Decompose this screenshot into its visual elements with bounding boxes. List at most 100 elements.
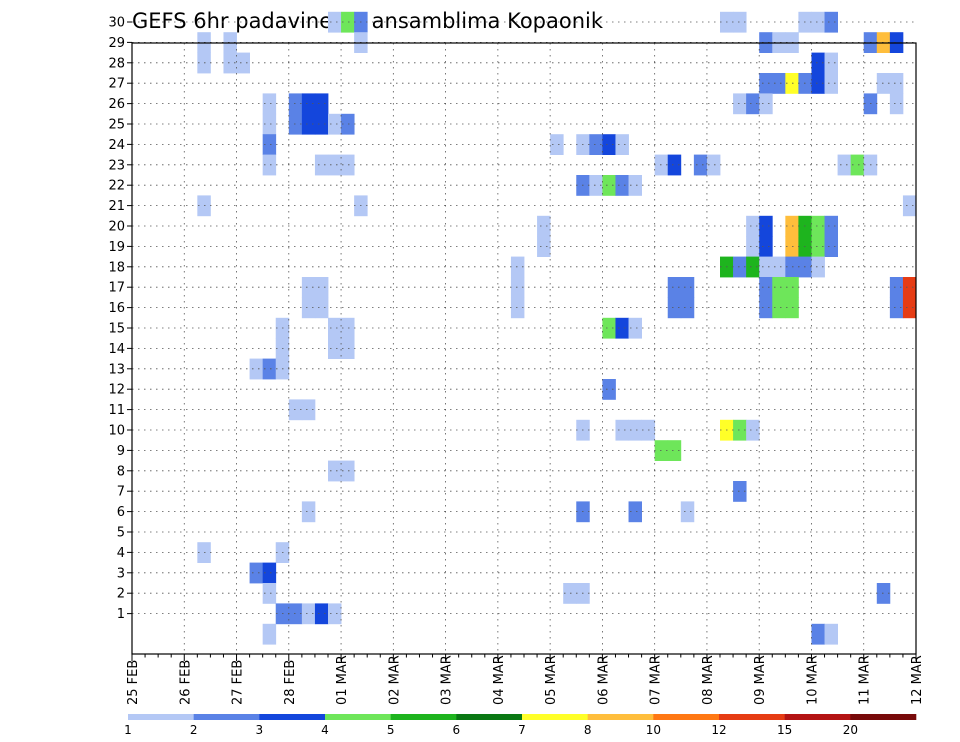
heatmap-cell — [341, 154, 355, 176]
heatmap-cell — [628, 175, 642, 196]
heatmap-cell — [667, 154, 682, 176]
heatmap-cell — [341, 460, 355, 482]
heatmap-cell — [262, 113, 277, 135]
y-tick-label: 1 — [117, 607, 125, 622]
heatmap-cell — [236, 52, 250, 74]
heatmap-cell — [889, 73, 904, 94]
y-tick-label: 4 — [117, 546, 125, 561]
heatmap-cell — [341, 113, 355, 135]
heatmap-cell — [288, 399, 303, 421]
x-tick-label: 02 MAR — [387, 655, 402, 705]
heatmap-cell — [262, 134, 277, 155]
colorbar-swatch — [325, 714, 391, 720]
heatmap-cell — [811, 236, 825, 257]
heatmap-cell — [902, 277, 917, 298]
heatmap-cell — [733, 11, 747, 33]
heatmap-cell — [602, 134, 616, 155]
heatmap-cell — [249, 562, 264, 584]
y-tick-label: 8 — [117, 464, 125, 479]
heatmap-cell — [746, 215, 760, 237]
heatmap-cell — [288, 93, 303, 115]
heatmap-cell — [811, 11, 825, 33]
heatmap-cell — [615, 134, 629, 155]
heatmap-cell — [824, 52, 838, 74]
heatmap-cell — [680, 501, 695, 523]
heatmap-cell — [811, 256, 825, 278]
x-tick-label: 08 MAR — [701, 655, 716, 705]
y-tick-label: 16 — [108, 301, 125, 316]
heatmap-cell — [746, 93, 760, 115]
heatmap-cell — [824, 215, 838, 237]
heatmap-cell — [288, 113, 303, 135]
heatmap-cell — [615, 419, 629, 441]
colorbar-swatch — [850, 714, 917, 720]
heatmap-cell — [301, 399, 316, 421]
heatmap-cell — [563, 583, 577, 604]
heatmap-cell — [759, 73, 773, 94]
heatmap-cell — [746, 256, 760, 278]
heatmap-cell — [262, 562, 277, 584]
y-tick-label: 23 — [108, 158, 125, 173]
heatmap-cell — [341, 338, 355, 359]
heatmap-cell — [537, 236, 551, 257]
colorbar-swatch — [587, 714, 654, 720]
colorbar-tick-label: 8 — [584, 723, 592, 737]
colorbar: 1 2 3 4 5 6 7 8 10 12 15 20 — [124, 714, 917, 737]
heatmap-cell — [889, 297, 904, 319]
y-tick-label: 20 — [108, 220, 125, 235]
y-tick-label: 2 — [117, 587, 125, 602]
y-tick-label: 18 — [108, 260, 125, 275]
x-tick-label: 04 MAR — [492, 655, 507, 705]
heatmap-cell — [262, 93, 277, 115]
heatmap-cell — [328, 154, 342, 176]
x-tick-label: 11 MAR — [858, 655, 873, 705]
heatmap-cell — [314, 93, 329, 115]
heatmap-cell — [772, 256, 786, 278]
heatmap-cell — [667, 277, 682, 298]
heatmap-cell — [693, 154, 708, 176]
colorbar-tick-label: 10 — [646, 723, 661, 737]
heatmap-cell — [733, 481, 747, 502]
heatmap-cell — [667, 297, 682, 319]
heatmap-cell — [824, 11, 838, 33]
y-tick-label: 5 — [117, 526, 125, 541]
heatmap-cell — [811, 623, 825, 645]
heatmap-cell — [328, 460, 342, 482]
heatmap-cell — [262, 583, 277, 604]
y-tick-label: 30 — [108, 16, 125, 31]
heatmap-cell — [510, 277, 525, 298]
heatmap-cell — [706, 154, 721, 176]
axes-layer: 1234567891011121314151617181920212223242… — [108, 16, 925, 706]
heatmap-cell — [314, 277, 329, 298]
heatmap-cell — [733, 93, 747, 115]
colorbar-swatch — [653, 714, 720, 720]
y-tick-label: 22 — [108, 179, 125, 194]
y-tick-label: 13 — [108, 362, 125, 377]
x-tick-label: 10 MAR — [805, 655, 820, 705]
heatmap-cell — [249, 358, 264, 380]
heatmap-cell — [876, 583, 891, 604]
heatmap-cell — [889, 277, 904, 298]
heatmap-cell — [301, 501, 316, 523]
y-tick-label: 26 — [108, 97, 125, 112]
x-tick-label: 25 FEB — [126, 660, 141, 705]
colorbar-tick-label: 1 — [124, 723, 132, 737]
heatmap-cell — [262, 154, 277, 176]
heatmap-cell — [223, 52, 237, 74]
heatmap-cell — [759, 297, 773, 319]
y-tick-label: 7 — [117, 485, 125, 500]
heatmap-cell — [746, 236, 760, 257]
x-tick-label: 09 MAR — [753, 655, 768, 705]
heatmap-cell — [889, 93, 904, 115]
heatmap-cell — [759, 215, 773, 237]
heatmap-cell — [314, 154, 329, 176]
heatmap-cell — [628, 501, 642, 523]
y-tick-label: 29 — [108, 36, 125, 51]
y-tick-label: 3 — [117, 566, 125, 581]
heatmap-cell — [314, 297, 329, 319]
heatmap-cell — [733, 256, 747, 278]
heatmap-cell — [550, 134, 564, 155]
y-tick-label: 17 — [108, 281, 125, 296]
x-tick-label: 05 MAR — [544, 655, 559, 705]
heatmap-cell — [301, 93, 316, 115]
